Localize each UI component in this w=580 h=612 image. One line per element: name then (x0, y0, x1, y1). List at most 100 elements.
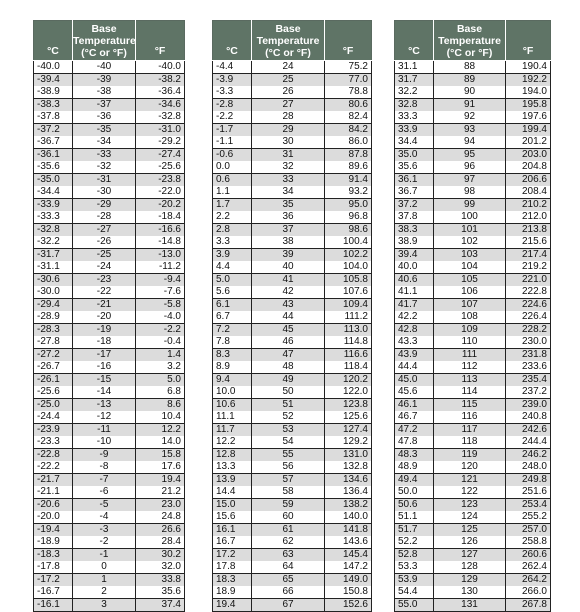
celsius-cell: -28.9 (33, 311, 73, 324)
celsius-cell: 38.3 (394, 223, 434, 236)
celsius-cell: 32.8 (394, 98, 434, 111)
fahrenheit-cell: 239.0 (505, 398, 551, 411)
table-row: -24.4 -12 10.4 (33, 411, 185, 424)
celsius-cell: 6.1 (212, 298, 252, 311)
table-row: 45.0 113 235.4 (394, 373, 551, 386)
celsius-cell: -21.7 (33, 473, 73, 486)
base-cell: 111 (433, 348, 506, 361)
table-row: 9.4 49 120.2 (212, 373, 372, 386)
fahrenheit-cell: 260.6 (505, 548, 551, 561)
table-row: -34.4 -30 -22.0 (33, 186, 185, 199)
fahrenheit-cell: 203.0 (505, 148, 551, 161)
fahrenheit-cell: -9.4 (135, 273, 185, 286)
base-cell: 96 (433, 161, 506, 174)
celsius-cell: -21.1 (33, 486, 73, 499)
base-cell: 40 (251, 261, 325, 274)
table-row: -3.9 25 77.0 (212, 73, 372, 86)
table-row: 0.0 32 89.6 (212, 161, 372, 174)
table-row: -25.6 -14 6.8 (33, 386, 185, 399)
base-cell: 67 (251, 598, 325, 612)
celsius-cell: -17.2 (33, 573, 73, 586)
table-row: -3.3 26 78.8 (212, 86, 372, 99)
fahrenheit-cell: -34.6 (135, 98, 185, 111)
celsius-cell: 5.6 (212, 286, 252, 299)
base-cell: -19 (72, 323, 136, 336)
base-temperature-header-line: (°C or °F) (81, 46, 127, 59)
fahrenheit-cell: 224.6 (505, 298, 551, 311)
base-cell: 38 (251, 236, 325, 249)
table-row: 6.7 44 111.2 (212, 311, 372, 324)
celsius-cell: 46.1 (394, 398, 434, 411)
table-row: 32.2 90 194.0 (394, 86, 551, 99)
fahrenheit-cell: 21.2 (135, 486, 185, 499)
celsius-cell: 15.6 (212, 511, 252, 524)
fahrenheit-cell: 109.4 (324, 298, 372, 311)
celsius-cell: -2.8 (212, 98, 252, 111)
celsius-header: °C (394, 20, 434, 61)
fahrenheit-cell: 89.6 (324, 161, 372, 174)
table-row: -28.9 -20 -4.0 (33, 311, 185, 324)
table-row: 6.1 43 109.4 (212, 298, 372, 311)
table-row: 5.6 42 107.6 (212, 286, 372, 299)
table-row: 46.7 116 240.8 (394, 411, 551, 424)
celsius-cell: 41.1 (394, 286, 434, 299)
fahrenheit-cell: 32.0 (135, 561, 185, 574)
fahrenheit-cell: 134.6 (324, 473, 372, 486)
celsius-cell: 52.2 (394, 536, 434, 549)
table-row: -17.8 0 32.0 (33, 561, 185, 574)
celsius-cell: -1.7 (212, 123, 252, 136)
fahrenheit-cell: -32.8 (135, 111, 185, 124)
table-row: -4.4 24 75.2 (212, 60, 372, 74)
base-cell: 116 (433, 411, 506, 424)
base-cell: -9 (72, 448, 136, 461)
table-row: 41.7 107 224.6 (394, 298, 551, 311)
base-temperature-header-line: Base (456, 22, 483, 35)
base-cell: 98 (433, 186, 506, 199)
table-row: 40.0 104 219.2 (394, 261, 551, 274)
fahrenheit-cell: 246.2 (505, 448, 551, 461)
fahrenheit-cell: 235.4 (505, 373, 551, 386)
base-cell: -15 (72, 373, 136, 386)
fahrenheit-cell: 75.2 (324, 60, 372, 74)
celsius-cell: 1.1 (212, 186, 252, 199)
base-cell: -24 (72, 261, 136, 274)
base-cell: -37 (72, 98, 136, 111)
celsius-cell: 37.8 (394, 211, 434, 224)
table-row: 36.1 97 206.6 (394, 173, 551, 186)
celsius-cell: 36.1 (394, 173, 434, 186)
base-temperature-header-line: Temperature (73, 34, 136, 47)
base-cell: 54 (251, 436, 325, 449)
base-cell: 37 (251, 223, 325, 236)
fahrenheit-cell: 78.8 (324, 86, 372, 99)
fahrenheit-cell: 149.0 (324, 573, 372, 586)
fahrenheit-cell: 257.0 (505, 523, 551, 536)
base-cell: -33 (72, 148, 136, 161)
fahrenheit-cell: 82.4 (324, 111, 372, 124)
base-cell: 126 (433, 536, 506, 549)
table-row: -37.2 -35 -31.0 (33, 123, 185, 136)
base-cell: 52 (251, 411, 325, 424)
base-cell: 112 (433, 361, 506, 374)
table-row: 52.2 126 258.8 (394, 536, 551, 549)
celsius-cell: 10.6 (212, 398, 252, 411)
fahrenheit-cell: -18.4 (135, 211, 185, 224)
table-row: -33.3 -28 -18.4 (33, 211, 185, 224)
celsius-cell: -0.6 (212, 148, 252, 161)
base-cell: -10 (72, 436, 136, 449)
base-cell: -30 (72, 186, 136, 199)
table-row: -32.2 -26 -14.8 (33, 236, 185, 249)
base-cell: -35 (72, 123, 136, 136)
table-row: -26.1 -15 5.0 (33, 373, 185, 386)
table-row: 16.1 61 141.8 (212, 523, 372, 536)
table-row: 34.4 94 201.2 (394, 136, 551, 149)
celsius-cell: 46.7 (394, 411, 434, 424)
table-row: 14.4 58 136.4 (212, 486, 372, 499)
celsius-cell: 12.8 (212, 448, 252, 461)
table-row: -36.1 -33 -27.4 (33, 148, 185, 161)
celsius-cell: -38.3 (33, 98, 73, 111)
table-row: 10.0 50 122.0 (212, 386, 372, 399)
celsius-cell: -27.8 (33, 336, 73, 349)
fahrenheit-cell: 242.6 (505, 423, 551, 436)
base-cell: 127 (433, 548, 506, 561)
fahrenheit-cell: 210.2 (505, 198, 551, 211)
